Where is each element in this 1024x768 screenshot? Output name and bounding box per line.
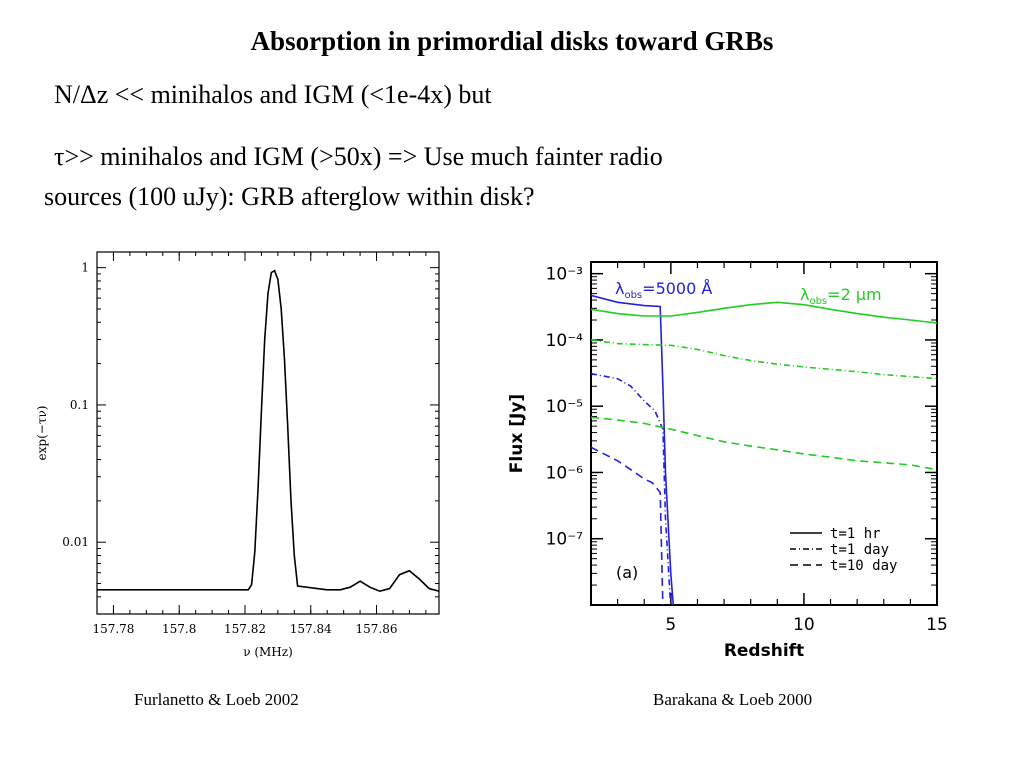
x-axis-label: Redshift xyxy=(724,641,804,661)
y-tick-label: 0.1 xyxy=(70,398,89,412)
legend-label: t=10 day xyxy=(830,558,897,574)
green-dashed-series xyxy=(591,416,937,471)
lambda-green-label: λobs=2 μm xyxy=(800,285,882,307)
caption-left: Furlanetto & Loeb 2002 xyxy=(134,690,299,709)
y-tick-label: 1 xyxy=(81,261,89,275)
x-tick-label: 157.82 xyxy=(224,622,266,636)
y-tick-label: 10⁻⁴ xyxy=(546,331,584,351)
x-tick-label: 157.78 xyxy=(92,622,134,636)
y-tick-label: 0.01 xyxy=(62,535,89,549)
caption-right: Barakana & Loeb 2000 xyxy=(653,690,813,709)
blue-dashdot-series xyxy=(591,372,672,605)
y-axis-label: exp(−τν) xyxy=(35,406,49,461)
legend-label: t=1 day xyxy=(830,542,889,558)
bullet-line-2: τ>> minihalos and IGM (>50x) => Use much… xyxy=(54,142,663,171)
x-tick-label: 10 xyxy=(793,615,815,635)
plot-frame xyxy=(96,251,440,615)
bullet-line-3: sources (100 uJy): GRB afterglow within … xyxy=(44,182,535,211)
x-axis-label: ν (MHz) xyxy=(243,645,293,659)
blue-solid-series xyxy=(591,294,675,605)
plot-frame xyxy=(590,261,938,606)
x-tick-label: 157.8 xyxy=(162,622,196,636)
green-solid-series xyxy=(591,301,937,324)
y-axis-label: Flux [Jy] xyxy=(507,394,527,473)
absorption-curve xyxy=(97,269,440,593)
x-tick-label: 157.84 xyxy=(290,622,332,636)
slide-title: Absorption in primordial disks toward GR… xyxy=(250,26,774,56)
bullet-line-1: N/Δz << minihalos and IGM (<1e-4x) but xyxy=(54,80,492,109)
panel-label: (a) xyxy=(616,563,638,582)
legend-label: t=1 hr xyxy=(830,526,881,542)
green-dashdot-series xyxy=(591,339,937,380)
y-tick-label: 10⁻³ xyxy=(546,265,583,285)
blue-dashed-series xyxy=(591,446,664,605)
x-tick-label: 15 xyxy=(926,615,948,635)
x-tick-label: 157.86 xyxy=(356,622,398,636)
lambda-blue-label: λobs=5000 Å xyxy=(615,279,712,301)
y-tick-label: 10⁻⁶ xyxy=(546,463,584,483)
x-tick-label: 5 xyxy=(665,615,676,635)
y-tick-label: 10⁻⁵ xyxy=(546,397,583,417)
y-tick-label: 10⁻⁷ xyxy=(546,530,584,550)
